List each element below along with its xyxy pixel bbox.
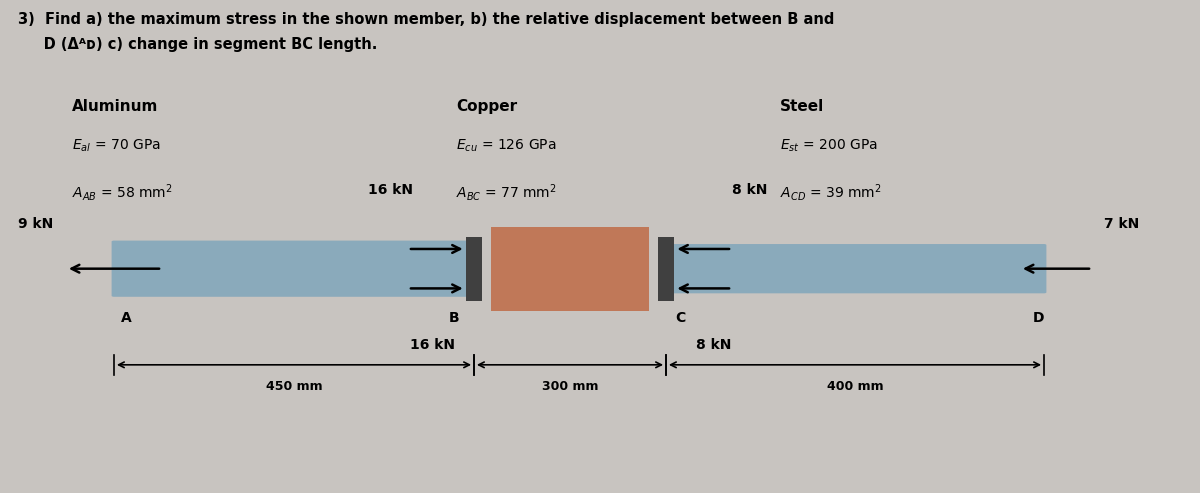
Text: Copper: Copper bbox=[456, 99, 517, 113]
Text: 9 kN: 9 kN bbox=[18, 217, 54, 231]
Bar bbox=[658, 237, 674, 301]
Text: 3)  Find a) the maximum stress in the shown member, b) the relative displacement: 3) Find a) the maximum stress in the sho… bbox=[18, 12, 834, 27]
Text: D (Δᴬᴅ) c) change in segment BC length.: D (Δᴬᴅ) c) change in segment BC length. bbox=[18, 37, 377, 52]
Text: D: D bbox=[1032, 311, 1044, 324]
Text: $A_{AB}$ = 58 mm$^2$: $A_{AB}$ = 58 mm$^2$ bbox=[72, 182, 173, 204]
Text: 16 kN: 16 kN bbox=[409, 338, 455, 352]
Text: A: A bbox=[121, 311, 131, 324]
Text: 400 mm: 400 mm bbox=[827, 380, 883, 392]
Text: 450 mm: 450 mm bbox=[265, 380, 323, 392]
Text: $E_{st}$ = 200 GPa: $E_{st}$ = 200 GPa bbox=[780, 138, 878, 154]
Text: 8 kN: 8 kN bbox=[696, 338, 732, 352]
Bar bbox=[491, 227, 649, 311]
Text: Steel: Steel bbox=[780, 99, 824, 113]
Text: C: C bbox=[676, 311, 685, 324]
FancyBboxPatch shape bbox=[112, 241, 476, 297]
Text: B: B bbox=[449, 311, 458, 324]
Bar bbox=[466, 237, 482, 301]
Text: $E_{cu}$ = 126 GPa: $E_{cu}$ = 126 GPa bbox=[456, 138, 557, 154]
FancyBboxPatch shape bbox=[664, 244, 1046, 293]
Text: Aluminum: Aluminum bbox=[72, 99, 158, 113]
Text: 8 kN: 8 kN bbox=[732, 183, 768, 197]
Text: 7 kN: 7 kN bbox=[1104, 217, 1140, 231]
Text: 16 kN: 16 kN bbox=[367, 183, 413, 197]
Text: $A_{CD}$ = 39 mm$^2$: $A_{CD}$ = 39 mm$^2$ bbox=[780, 182, 882, 204]
Text: 300 mm: 300 mm bbox=[541, 380, 599, 392]
Text: $A_{BC}$ = 77 mm$^2$: $A_{BC}$ = 77 mm$^2$ bbox=[456, 182, 557, 204]
Text: $E_{al}$ = 70 GPa: $E_{al}$ = 70 GPa bbox=[72, 138, 161, 154]
